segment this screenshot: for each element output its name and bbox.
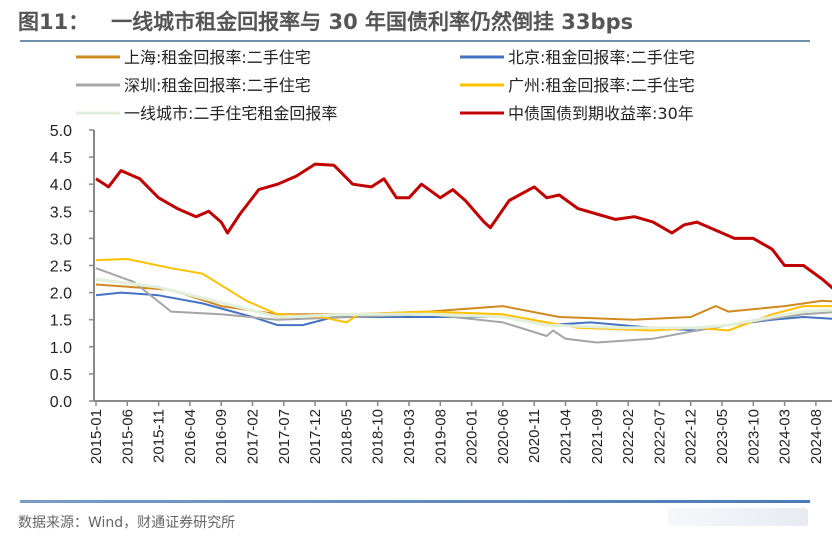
title-divider <box>20 40 810 42</box>
legend-item: 一线城市:二手住宅租金回报率 <box>76 104 337 123</box>
y-tick-label: 5.0 <box>50 123 72 140</box>
x-tick-label: 2015-11 <box>151 409 168 463</box>
y-tick-label: 1.5 <box>50 313 72 330</box>
legend-item: 中债国债到期收益率:30年 <box>460 104 694 123</box>
x-tick-label: 2020-11 <box>526 409 543 463</box>
legend-item: 广州:租金回报率:二手住宅 <box>460 76 695 95</box>
x-tick-label: 2021-04 <box>558 409 575 464</box>
legend-label: 上海:租金回报率:二手住宅 <box>124 48 311 67</box>
footer-divider <box>20 500 810 503</box>
figure-title: 图11： 一线城市租金回报率与 30 年国债利率仍然倒挂 33bps <box>18 10 634 34</box>
watermark <box>668 508 808 526</box>
x-tick-label: 2015-06 <box>119 409 136 464</box>
y-tick-label: 1.0 <box>50 340 72 357</box>
x-tick-label: 2022-12 <box>683 409 700 464</box>
y-tick-label: 4.0 <box>50 177 72 194</box>
source-note: 数据来源：Wind，财通证券研究所 <box>18 515 236 531</box>
x-tick-label: 2016-09 <box>213 409 230 464</box>
x-tick-label: 2016-04 <box>182 409 199 464</box>
legend-label: 深圳:租金回报率:二手住宅 <box>124 76 311 95</box>
x-tick-label: 2020-01 <box>464 409 481 464</box>
x-tick-label: 2020-06 <box>495 409 512 464</box>
x-tick-label: 2017-07 <box>276 409 293 464</box>
x-tick-label: 2017-02 <box>245 409 262 464</box>
y-tick-label: 2.0 <box>50 286 72 303</box>
x-tick-label: 2015-01 <box>88 409 105 464</box>
x-tick-label: 2022-02 <box>620 409 637 464</box>
legend-label: 一线城市:二手住宅租金回报率 <box>124 104 337 123</box>
series-line-4 <box>95 277 832 330</box>
x-tick-label: 2023-10 <box>745 409 762 464</box>
line-chart: 0.0 0.5 1.0 1.5 2.0 2.5 3.0 3.5 4.0 4.5 5.0 2015-01… <box>50 48 832 464</box>
legend-item: 上海:租金回报率:二手住宅 <box>76 48 311 67</box>
x-tick-label: 2019-03 <box>401 409 418 464</box>
x-tick-label: 2018-05 <box>338 409 355 464</box>
x-tick-label: 2021-09 <box>589 409 606 464</box>
y-tick-label: 3.0 <box>50 231 72 248</box>
y-tick-label: 2.5 <box>50 259 72 276</box>
legend-label: 北京:租金回报率:二手住宅 <box>508 48 695 67</box>
x-tick-label: 2022-07 <box>651 409 668 464</box>
series-line-3 <box>95 258 832 332</box>
legend-label: 广州:租金回报率:二手住宅 <box>508 76 695 95</box>
x-tick-label: 2024-08 <box>808 409 825 464</box>
x-tick-label: 2017-12 <box>307 409 324 464</box>
y-tick-label: 0.0 <box>50 394 72 411</box>
x-tick-label: 2023-05 <box>714 409 731 464</box>
x-tick-label: 2019-08 <box>432 409 449 464</box>
x-tick-label: 2024-03 <box>777 409 794 464</box>
legend-label: 中债国债到期收益率:30年 <box>508 104 694 123</box>
legend-item: 北京:租金回报率:二手住宅 <box>460 48 695 67</box>
legend-item: 深圳:租金回报率:二手住宅 <box>76 76 311 95</box>
series-line-5 <box>95 162 832 290</box>
y-tick-label: 4.5 <box>50 150 72 167</box>
y-tick-label: 3.5 <box>50 204 72 221</box>
x-tick-label: 2018-10 <box>370 409 387 464</box>
y-tick-label: 0.5 <box>50 367 72 384</box>
